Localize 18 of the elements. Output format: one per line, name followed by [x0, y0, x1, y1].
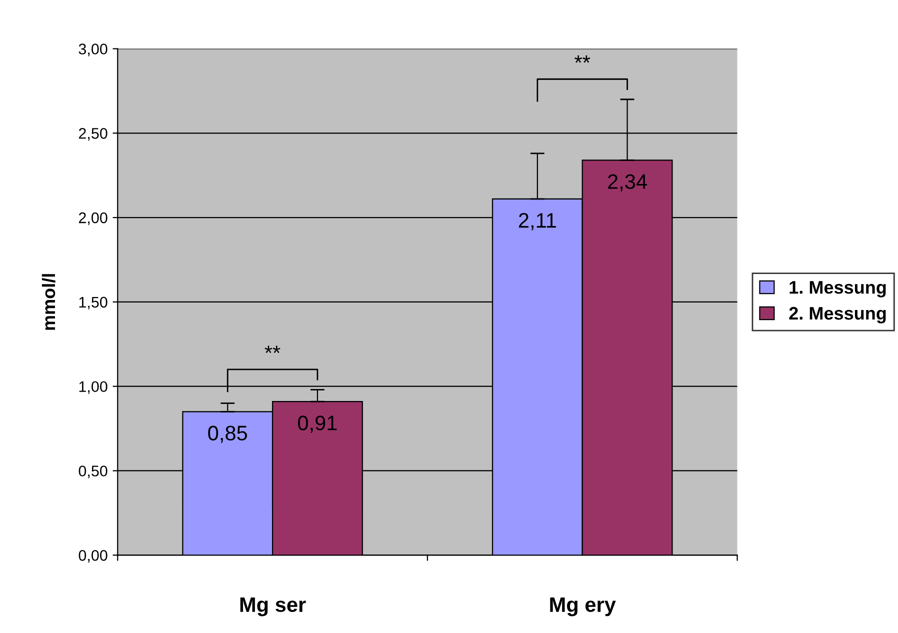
x-tick-label: Mg ser: [240, 597, 306, 616]
y-axis-title: mmol/l: [42, 274, 56, 330]
data-label: 0,85: [208, 426, 248, 443]
y-tick-label: 1,00: [79, 381, 108, 394]
y-tick-label: 2,50: [78, 128, 108, 141]
data-label: 2,11: [518, 213, 556, 230]
y-tick-label: 2,00: [78, 212, 108, 226]
y-tick-label: 3,00: [78, 44, 108, 56]
annotation: **: [264, 346, 280, 354]
annotation: **: [574, 55, 590, 63]
y-tick-label: 0,50: [78, 466, 108, 478]
legend-label: 1. Messung: [790, 281, 886, 298]
legend-label: 2. Messung: [789, 306, 886, 324]
y-tick-label: 1,50: [79, 296, 108, 310]
x-tick-label: Mg ery: [550, 597, 616, 616]
data-label: 2,34: [608, 174, 647, 192]
y-tick-label: 0,00: [78, 550, 108, 563]
data-label: 0,91: [298, 416, 337, 433]
